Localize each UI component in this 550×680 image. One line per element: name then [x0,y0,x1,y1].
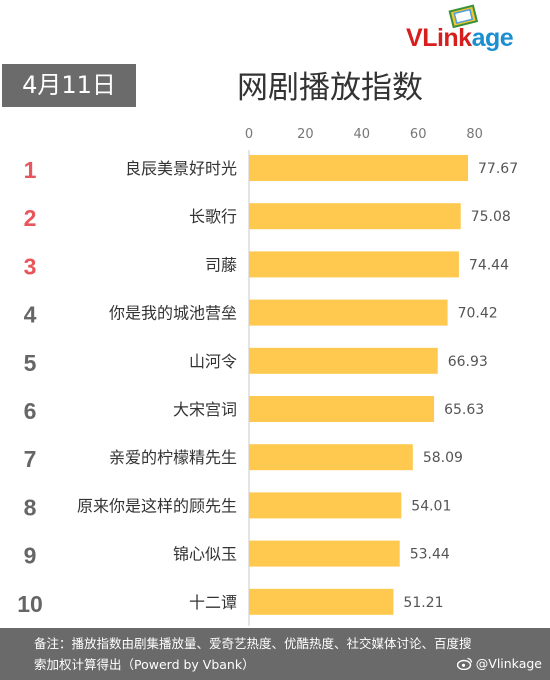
bar-value-label: 51.21 [403,595,443,611]
logo-wordmark: VLinkage [406,24,514,52]
bar [249,492,402,519]
rank-number: 3 [24,253,37,279]
bar-chart: 0 20 40 60 80 77.67 良辰美景好时光 1 75.08 长歌行 2 74.44 司藤 3 7… [17,127,518,626]
rank-number: 1 [24,157,37,183]
weibo-icon [456,657,472,671]
bar [249,251,459,278]
rank-number: 5 [24,350,37,376]
x-tick-label: 20 [297,127,314,142]
category-label: 原来你是这样的顾先生 [77,496,237,515]
bar [249,347,438,374]
category-label: 良辰美景好时光 [125,159,237,178]
chart-title: 网剧播放指数 [237,70,423,106]
category-label: 你是我的城池营垒 [109,304,237,323]
bar [249,155,469,181]
bar-value-label: 65.63 [444,402,484,418]
x-tick-label: 60 [410,127,427,142]
bar [249,299,448,326]
bar-value-label: 54.01 [411,498,451,514]
date-badge: 4月11日 [2,64,136,107]
bar-value-label: 53.44 [410,547,450,563]
bar-value-label: 58.09 [423,450,463,466]
bar [249,396,435,422]
bar [249,444,413,471]
rank-number: 7 [24,446,37,472]
rank-number: 6 [24,398,37,424]
rank-number: 8 [24,494,37,520]
footer-note: 备注：播放指数由剧集播放量、爱奇艺热度、优酷热度、社交媒体讨论、百度搜索加权计算… [34,636,472,672]
bar [249,540,400,567]
x-tick-label: 0 [245,127,253,142]
category-label: 十二谭 [189,593,237,612]
rank-number: 10 [17,591,43,617]
category-label: 大宋宫词 [173,400,237,419]
category-label: 亲爱的柠檬精先生 [109,448,237,467]
bar-value-label: 74.44 [469,257,509,273]
category-label: 司藤 [205,255,237,274]
vlinkage-logo: VLinkage [406,4,536,52]
footer: 备注：播放指数由剧集播放量、爱奇艺热度、优酷热度、社交媒体讨论、百度搜索加权计算… [0,628,550,680]
x-tick-label: 40 [354,127,371,142]
category-label: 锦心似玉 [173,545,237,564]
rank-number: 2 [24,205,37,231]
rank-number: 9 [24,543,37,569]
logo-frames-icon [448,4,479,29]
bar [249,588,394,615]
bar-value-label: 70.42 [458,306,498,322]
bar-value-label: 66.93 [448,354,488,370]
bar-value-label: 77.67 [478,161,518,177]
rank-number: 4 [24,302,37,328]
category-label: 山河令 [189,352,237,371]
x-tick-label: 80 [466,127,483,142]
category-label: 长歌行 [189,207,237,226]
bar-value-label: 75.08 [471,209,511,225]
weibo-handle-text: @Vlinkage [475,656,542,671]
weibo-handle[interactable]: @Vlinkage [456,656,542,671]
bar [249,203,461,230]
